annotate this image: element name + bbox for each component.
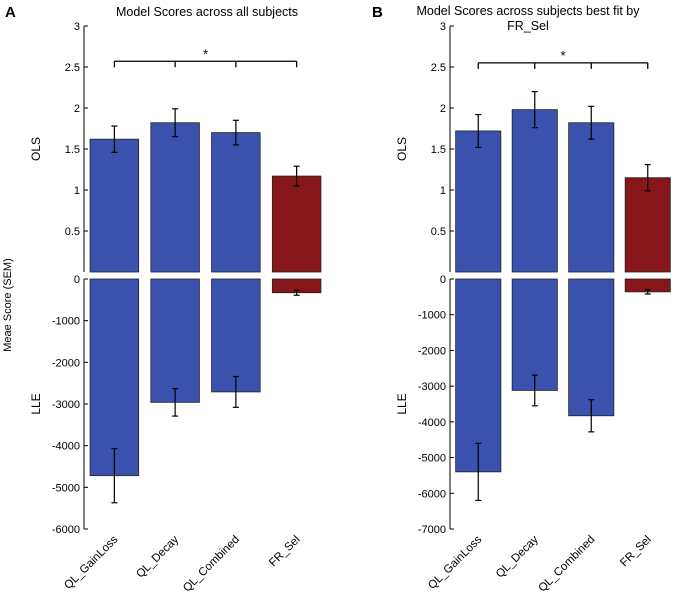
y-tick-label: 0.5 xyxy=(65,226,80,238)
y-tick-label: 1 xyxy=(440,185,446,197)
y-tick-label: 0.5 xyxy=(431,226,446,238)
y-tick-label: -3000 xyxy=(52,399,80,411)
bar-QL_GainLoss xyxy=(89,138,140,273)
y-tick-label: 1.5 xyxy=(65,144,80,156)
panel-b: B Model Scores across subjects best fit … xyxy=(372,4,671,595)
significance-star: * xyxy=(560,48,565,63)
x-tick-label: QL_Combined xyxy=(536,534,597,595)
y-tick-label: 3 xyxy=(74,21,80,33)
y-tick-label: -2000 xyxy=(418,345,446,357)
y-tick-label: 2.5 xyxy=(431,62,446,74)
bar-QL_Decay xyxy=(150,278,200,403)
y-tick-label: -1000 xyxy=(418,310,446,322)
y-tick-label: -7000 xyxy=(418,524,446,536)
shared-y-axis-label: Meae Score (SEM) xyxy=(2,258,14,352)
y-tick-label: -5000 xyxy=(52,482,80,494)
y-tick-label: 1 xyxy=(74,185,80,197)
y-tick-label: -4000 xyxy=(418,417,446,429)
y-axis-label: LLE xyxy=(395,393,409,414)
bar-QL_Decay xyxy=(150,122,200,273)
y-tick-label: 1.5 xyxy=(431,144,446,156)
y-tick-label: 2.5 xyxy=(65,62,80,74)
y-axis-label: LLE xyxy=(29,393,43,414)
y-axis-label: OLS xyxy=(29,137,43,161)
bar-QL_Combined xyxy=(211,132,261,273)
x-tick-label: QL_Combined xyxy=(181,534,242,595)
x-tick-label: QL_GainLoss xyxy=(426,533,484,591)
y-tick-label: -3000 xyxy=(418,381,446,393)
bar-QL_Combined xyxy=(568,278,615,417)
panel-a-ols-chart: 0.5 1 1.5 2 2.5 3 OLS * xyxy=(29,21,322,273)
y-tick-label: -4000 xyxy=(52,441,80,453)
significance-star: * xyxy=(203,46,208,61)
panel-b-title: Model Scores across subjects best fit by xyxy=(416,4,640,18)
x-tick-label: QL_GainLoss xyxy=(62,533,120,591)
bar-QL_Combined xyxy=(568,122,615,273)
bar-FR_Sel xyxy=(624,177,671,273)
panel-b-ols-chart: 0.5 1 1.5 2 2.5 3 OLS * xyxy=(395,21,671,273)
panel-b-label: B xyxy=(372,4,383,21)
y-tick-label: -6000 xyxy=(418,488,446,500)
y-tick-label: -1000 xyxy=(52,316,80,328)
bar-QL_Combined xyxy=(211,278,261,393)
panel-a-lle-chart: 0 -1000 -2000 -3000 -4000 -5000 -6000 LLE QL_Gai… xyxy=(29,274,322,595)
x-tick-label: FR_Sel xyxy=(618,534,654,570)
y-tick-label: 2 xyxy=(74,103,80,115)
x-tick-label: FR_Sel xyxy=(267,534,303,570)
bar-QL_GainLoss xyxy=(455,130,502,273)
y-tick-label: 0 xyxy=(74,274,80,286)
y-tick-label: -5000 xyxy=(418,453,446,465)
panel-b-lle-chart: 0 -1000 -2000 -3000 -4000 -5000 -6000 -7000 LLE Q… xyxy=(395,274,671,595)
y-tick-label: -2000 xyxy=(52,357,80,369)
bar-QL_Decay xyxy=(511,109,558,273)
y-tick-label: -6000 xyxy=(52,524,80,536)
panel-a: A Model Scores across all subjects 0.5 1 1… xyxy=(5,4,322,595)
y-axis-label: OLS xyxy=(395,137,409,161)
x-tick-label: QL_Decay xyxy=(494,533,541,580)
x-tick-label: QL_Decay xyxy=(134,533,181,580)
bar-QL_GainLoss xyxy=(455,278,502,473)
y-tick-label: 0 xyxy=(440,274,446,286)
bar-QL_Decay xyxy=(511,278,558,391)
panel-a-label: A xyxy=(5,4,16,21)
bar-FR_Sel xyxy=(271,175,322,273)
panel-a-title: Model Scores across all subjects xyxy=(116,5,298,19)
y-tick-label: 3 xyxy=(440,21,446,33)
panel-b-title-line2: FR_Sel xyxy=(507,19,549,33)
y-tick-label: 2 xyxy=(440,103,446,115)
bar-QL_GainLoss xyxy=(89,278,140,477)
